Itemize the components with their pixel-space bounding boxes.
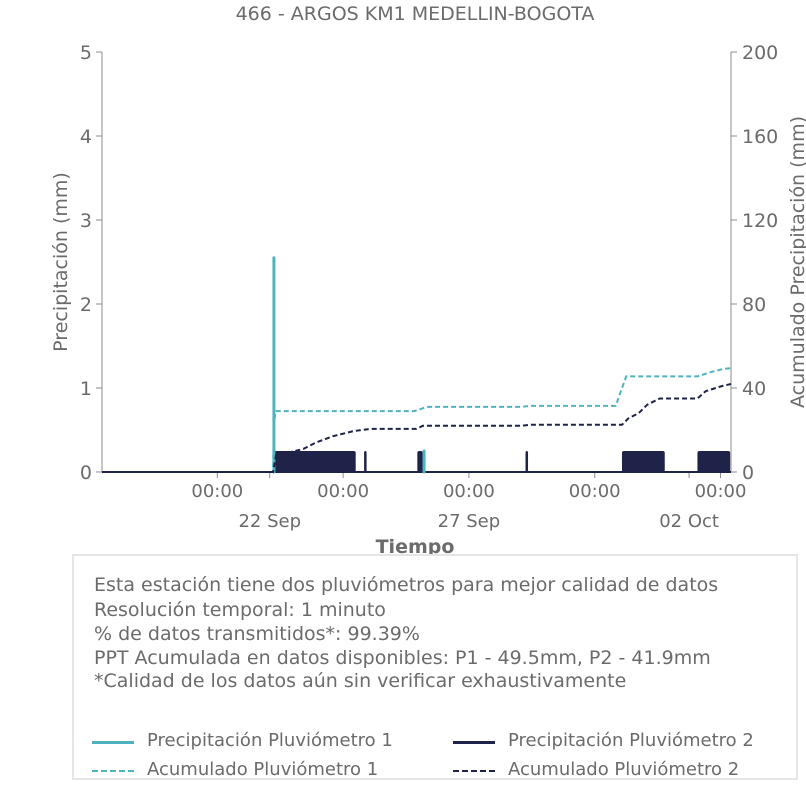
series-p2-burst bbox=[417, 451, 423, 472]
info-temporal-resolution: Resolución temporal: 1 minuto bbox=[94, 599, 386, 621]
info-dual-gauge-note: Esta estación tiene dos pluviómetros par… bbox=[94, 574, 719, 596]
series-p2-burst bbox=[273, 451, 356, 472]
series-p2-burst bbox=[364, 451, 367, 472]
series-p2-burst bbox=[621, 451, 665, 472]
x-tick-label-date: 22 Sep bbox=[238, 511, 301, 532]
y-axis-label-left: Precipitación (mm) bbox=[50, 172, 72, 352]
legend-swatch-p2 bbox=[453, 741, 495, 744]
legend-swatch-p1 bbox=[92, 741, 134, 744]
left-y-tick-label: 0 bbox=[80, 462, 92, 484]
series-a2-line bbox=[102, 383, 732, 473]
legend-swatch-a1 bbox=[92, 770, 134, 772]
legend-label-a1: Acumulado Pluviómetro 1 bbox=[147, 759, 379, 780]
right-y-tick-label: 0 bbox=[742, 462, 754, 484]
info-data-transmitted: % de datos transmitidos*: 99.39% bbox=[94, 623, 420, 645]
info-box: Esta estación tiene dos pluviómetros par… bbox=[72, 554, 798, 780]
series-p2-burst bbox=[525, 451, 529, 472]
y-axis-label-right: Acumulado Precipitación (mm) bbox=[787, 116, 806, 408]
series-p2-burst bbox=[697, 451, 731, 472]
chart-title: 466 - ARGOS KM1 MEDELLIN-BOGOTA bbox=[236, 3, 595, 25]
x-tick-label-date: 02 Oct bbox=[659, 511, 719, 532]
info-accumulated-ppt: PPT Acumulada en datos disponibles: P1 -… bbox=[94, 647, 711, 669]
x-tick-label-time: 00:00 bbox=[695, 481, 747, 502]
left-y-tick-label: 2 bbox=[80, 294, 92, 316]
left-y-tick-label: 3 bbox=[80, 210, 92, 232]
legend-label-p2: Precipitación Pluviómetro 2 bbox=[508, 730, 754, 751]
legend-swatch-a2 bbox=[453, 770, 495, 772]
left-y-tick-label: 4 bbox=[80, 126, 92, 148]
right-y-tick-label: 200 bbox=[742, 42, 778, 64]
x-axis-label: Tiempo bbox=[376, 536, 455, 558]
x-tick-label-time: 00:00 bbox=[191, 481, 243, 502]
right-y-tick-label: 160 bbox=[742, 126, 778, 148]
plot-area: 0 1 2 3 4 5 0 40 80 120 160 200 00:00 22 Sep 00:00 00:0… bbox=[80, 42, 778, 532]
right-y-tick-label: 120 bbox=[742, 210, 778, 232]
legend-label-p1: Precipitación Pluviómetro 1 bbox=[147, 730, 393, 751]
info-quality-note: *Calidad de los datos aún sin verificar … bbox=[94, 670, 627, 692]
x-tick-label-time: 00:00 bbox=[569, 481, 621, 502]
legend-label-a2: Acumulado Pluviómetro 2 bbox=[508, 759, 740, 780]
x-tick-label-time: 00:00 bbox=[443, 481, 495, 502]
left-y-tick-label: 5 bbox=[80, 42, 92, 64]
x-tick-label-date: 27 Sep bbox=[438, 511, 501, 532]
x-tick-label-time: 00:00 bbox=[317, 481, 369, 502]
right-y-tick-label: 80 bbox=[742, 294, 766, 316]
right-y-tick-label: 40 bbox=[742, 378, 766, 400]
rainfall-chart: 466 - ARGOS KM1 MEDELLIN-BOGOTA 0 1 2 3 4 5 0 4… bbox=[50, 3, 806, 558]
series-a1-line bbox=[102, 367, 732, 473]
left-y-tick-label: 1 bbox=[80, 378, 92, 400]
